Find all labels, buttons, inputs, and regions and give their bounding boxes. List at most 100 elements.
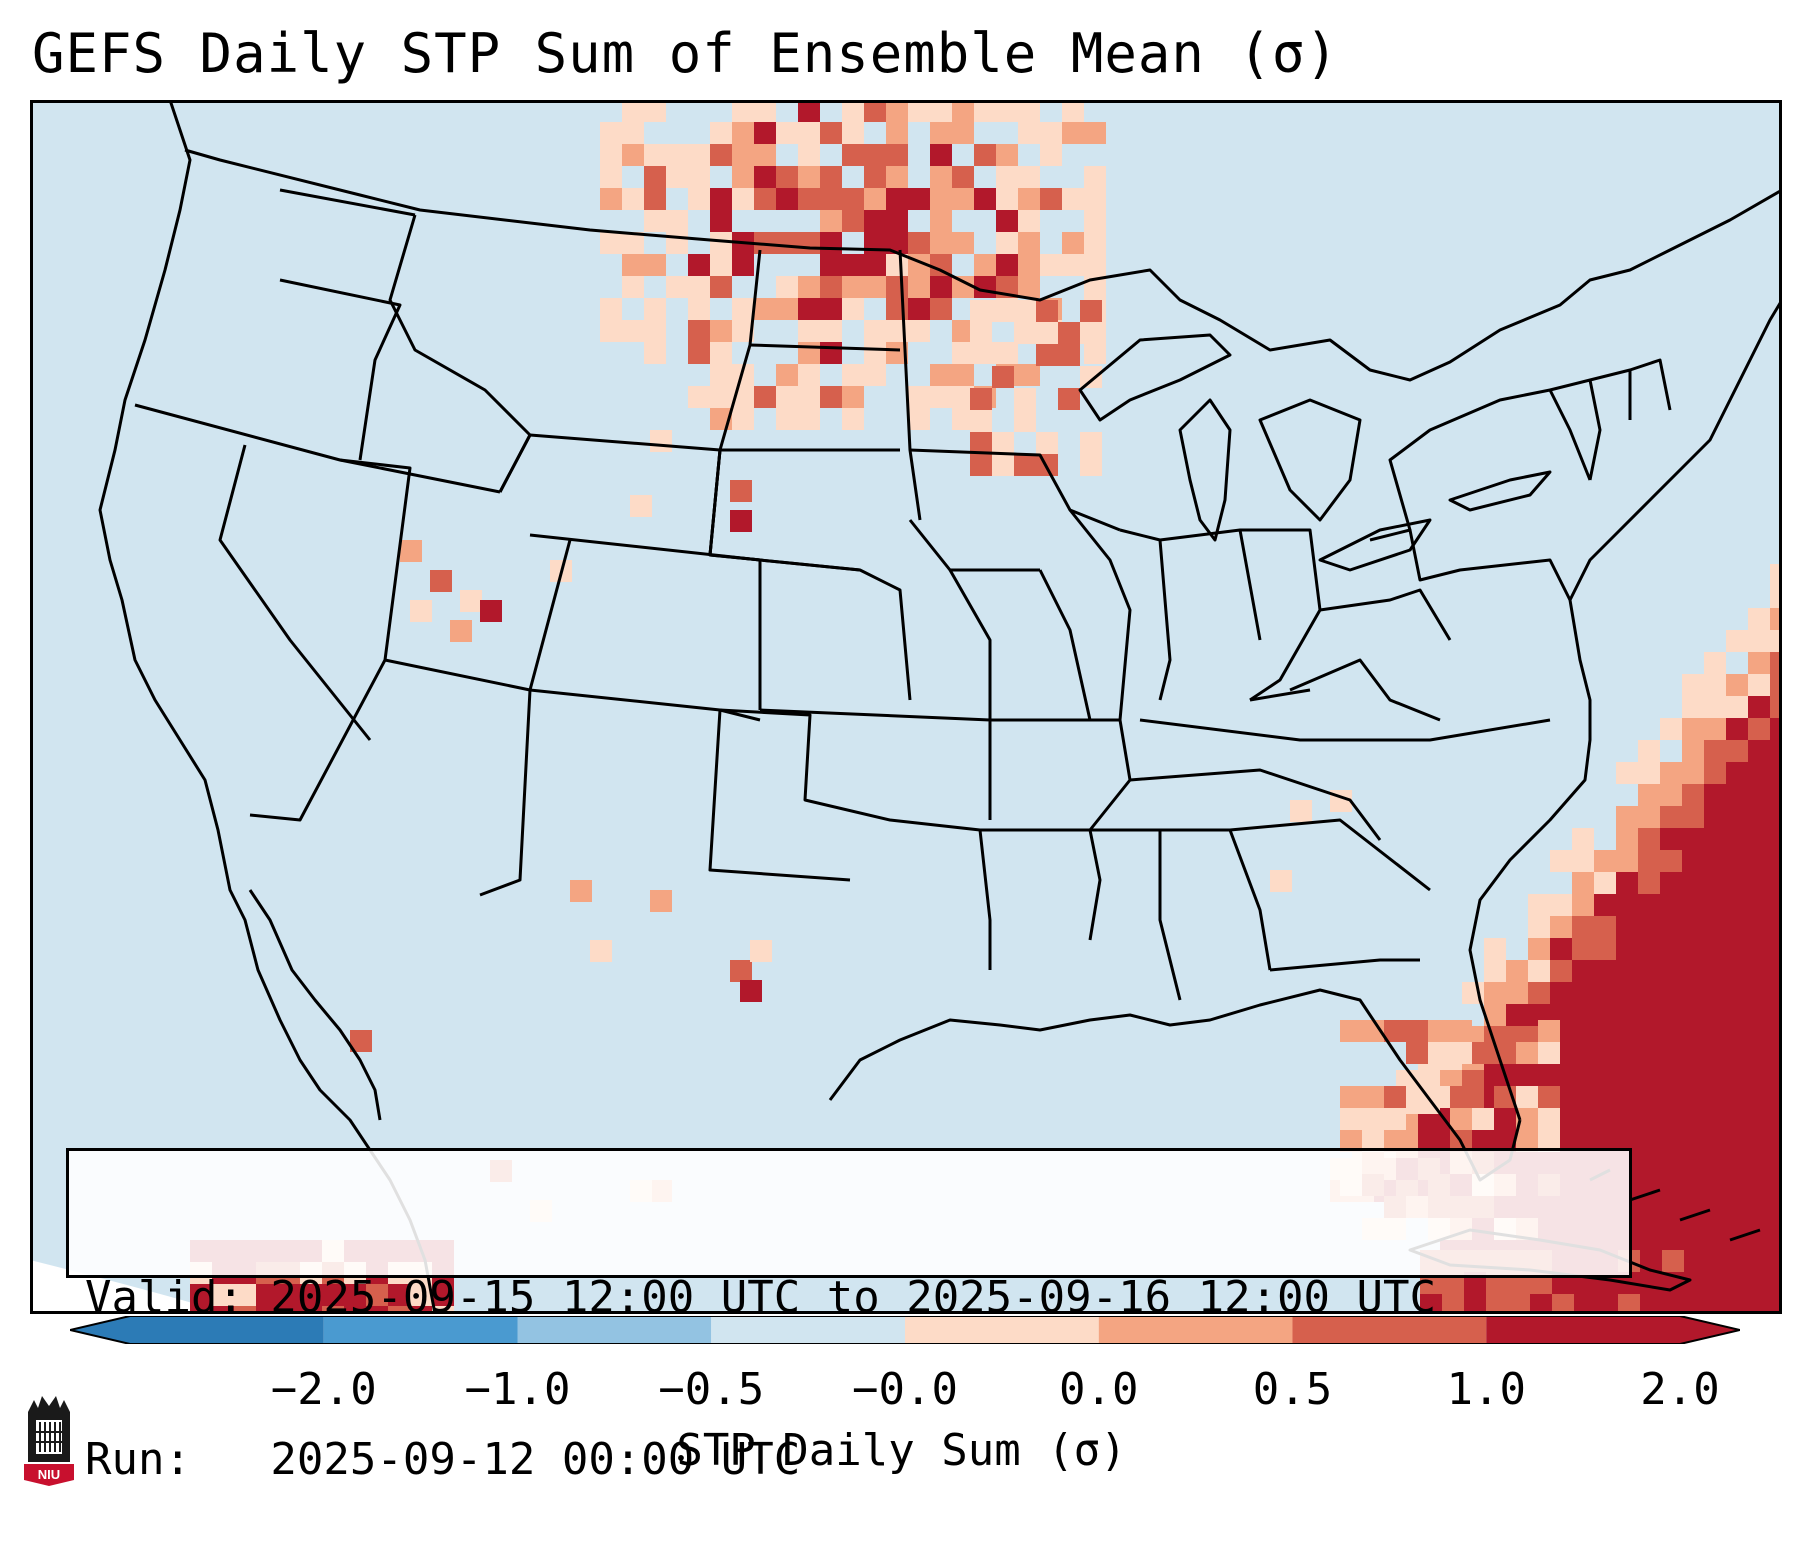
anomaly-cell [1550,894,1572,916]
anomaly-cell [1538,1086,1560,1108]
anomaly-cell [1748,828,1770,850]
anomaly-cell [798,298,820,320]
anomaly-cell [1528,982,1550,1004]
anomaly-cell [1550,916,1572,938]
anomaly-cell [1638,740,1660,762]
anomaly-cell [1062,100,1084,122]
anomaly-cell [644,254,666,276]
anomaly-cell [750,940,772,962]
anomaly-cell [1062,122,1084,144]
anomaly-cell [1384,1130,1406,1152]
anomaly-cell [842,122,864,144]
anomaly-cell [1638,1202,1660,1224]
anomaly-cell [754,188,776,210]
anomaly-cell [776,408,798,430]
anomaly-cell [798,122,820,144]
anomaly-cell [1638,1136,1660,1158]
anomaly-cell [798,144,820,166]
anomaly-cell [952,232,974,254]
anomaly-cell [992,366,1014,388]
anomaly-cell [1572,1004,1594,1026]
colorbar-tick-label: −2.0 [270,1364,377,1415]
anomaly-cell [1340,1130,1362,1152]
anomaly-cell [1704,1268,1726,1290]
anomaly-cell [970,410,992,432]
anomaly-cell [730,510,752,532]
anomaly-cell [710,364,732,386]
anomaly-cell [1450,1086,1472,1108]
anomaly-cell [1726,1158,1748,1180]
anomaly-cell [1616,960,1638,982]
anomaly-cell [322,1284,344,1306]
anomaly-cell [1726,982,1748,1004]
anomaly-cell [930,232,952,254]
anomaly-cell [1660,982,1682,1004]
anomaly-cell [1506,1004,1528,1026]
colorbar-segment [1292,1316,1487,1344]
anomaly-cell [1640,1250,1662,1272]
anomaly-cell [820,320,842,342]
anomaly-cell [754,100,776,122]
anomaly-cell [730,960,752,982]
colorbar-tick-label: 1.0 [1446,1364,1526,1415]
anomaly-cell [650,430,672,452]
anomaly-cell [1014,300,1036,322]
anomaly-cell [1638,960,1660,982]
anomaly-cell [842,100,864,122]
anomaly-cell [644,188,666,210]
anomaly-cell [1704,1048,1726,1070]
colorbar-segment [1098,1316,1293,1344]
anomaly-cell [1080,366,1102,388]
anomaly-cell [1594,872,1616,894]
anomaly-cell [1660,1048,1682,1070]
anomaly-cell [1594,916,1616,938]
anomaly-cell [1340,1086,1362,1108]
anomaly-cell [1574,1294,1596,1314]
anomaly-cell [1726,1026,1748,1048]
colorbar-segment [711,1316,905,1344]
anomaly-cell [1660,1114,1682,1136]
anomaly-cell [1572,938,1594,960]
anomaly-cell [820,254,842,276]
anomaly-cell [776,276,798,298]
anomaly-cell [710,144,732,166]
anomaly-cell [1572,850,1594,872]
anomaly-cell [1660,806,1682,828]
anomaly-cell [710,188,732,210]
anomaly-cell [1704,1202,1726,1224]
anomaly-cell [1594,1070,1616,1092]
anomaly-cell [1616,762,1638,784]
anomaly-cell [300,1284,322,1306]
anomaly-cell [1572,960,1594,982]
anomaly-cell [1506,982,1528,1004]
niu-logo: NIU [24,1396,74,1486]
anomaly-cell [886,188,908,210]
anomaly-cell [1682,1004,1704,1026]
anomaly-cell [1616,916,1638,938]
anomaly-cell [1572,1026,1594,1048]
anomaly-cell [1682,828,1704,850]
anomaly-cell [1748,1180,1770,1202]
anomaly-cell [1594,982,1616,1004]
anomaly-cell [1682,1070,1704,1092]
anomaly-cell [410,600,432,622]
anomaly-cell [666,144,688,166]
anomaly-cell [644,298,666,320]
anomaly-cell [1660,1158,1682,1180]
anomaly-cell [1682,938,1704,960]
anomaly-cell [1616,1004,1638,1026]
anomaly-cell [278,1284,300,1306]
anomaly-cell [1384,1108,1406,1130]
colorbar-label: STP Daily Sum (σ) [676,1425,1127,1476]
anomaly-cell [1616,1026,1638,1048]
anomaly-cell [622,122,644,144]
anomaly-cell [1682,1246,1704,1268]
anomaly-cell [1594,938,1616,960]
anomaly-cell [1704,1290,1726,1312]
anomaly-cell [1572,916,1594,938]
anomaly-cell [710,342,732,364]
anomaly-cell [1528,938,1550,960]
anomaly-cell [666,166,688,188]
anomaly-cell [1516,1130,1538,1152]
anomaly-cell [930,254,952,276]
